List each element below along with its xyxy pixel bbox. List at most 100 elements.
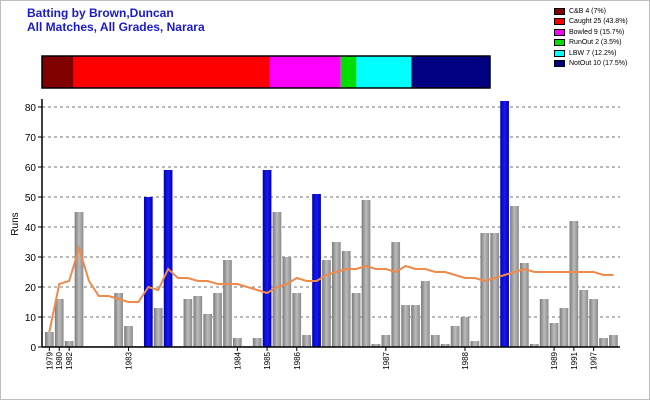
x-tick-label: 1983 xyxy=(125,351,134,369)
notout-bar xyxy=(163,170,173,347)
x-tick-label: 1980 xyxy=(55,351,64,369)
innings-bar xyxy=(302,335,312,347)
dismissal-segment xyxy=(73,56,270,88)
x-tick-label: 1987 xyxy=(382,351,391,369)
notout-bar xyxy=(262,170,272,347)
legend-item: NotOut 10 (17.5%) xyxy=(554,59,648,70)
notout-bar xyxy=(500,101,509,347)
dismissal-segment xyxy=(269,56,341,88)
dismissal-segment xyxy=(411,56,490,88)
innings-bar xyxy=(282,257,292,347)
notout-bar xyxy=(143,197,153,347)
average-line xyxy=(48,244,614,333)
legend-label: RunOut 2 (3.5%) xyxy=(569,39,622,47)
y-tick-label: 80 xyxy=(25,103,37,114)
legend-label: C&B 4 (7%) xyxy=(569,7,606,15)
chart-subtitle: All Matches, All Grades, Narara xyxy=(27,20,205,34)
innings-bar xyxy=(589,299,599,347)
innings-bar xyxy=(569,221,579,347)
innings-bar xyxy=(361,200,371,347)
y-tick-label: 30 xyxy=(25,253,37,264)
legend: C&B 4 (7%) Caught 25 (43.8%) Bowled 9 (15.… xyxy=(554,6,648,69)
x-tick-label: 1988 xyxy=(461,351,470,369)
y-tick-label: 50 xyxy=(25,193,37,204)
innings-bar xyxy=(480,233,490,347)
notout-bar xyxy=(312,194,321,347)
legend-label: NotOut 10 (17.5%) xyxy=(569,60,628,68)
innings-bar xyxy=(529,344,539,347)
innings-bar xyxy=(272,212,282,347)
innings-bar xyxy=(510,206,519,347)
dismissal-segment xyxy=(42,56,74,88)
innings-bar xyxy=(223,260,232,347)
innings-bar xyxy=(45,332,54,347)
legend-item: Caught 25 (43.8%) xyxy=(554,17,648,28)
innings-bar xyxy=(381,335,391,347)
innings-bar xyxy=(520,263,529,347)
dismissal-bar-outline xyxy=(41,55,491,89)
innings-bar xyxy=(341,251,351,347)
innings-bar xyxy=(559,308,569,347)
innings-bar xyxy=(183,299,193,347)
innings-bar xyxy=(401,305,410,347)
innings-bar xyxy=(579,290,589,347)
innings-bar xyxy=(371,344,381,347)
innings-bar xyxy=(54,299,64,347)
innings-bar xyxy=(124,326,133,347)
x-tick-label: 1989 xyxy=(550,351,559,369)
y-axis-label: Runs xyxy=(10,212,21,235)
legend-item: C&B 4 (7%) xyxy=(554,6,648,17)
legend-item: RunOut 2 (3.5%) xyxy=(554,38,648,49)
legend-item: Bowled 9 (15.7%) xyxy=(554,27,648,38)
dismissal-segment xyxy=(356,56,412,88)
innings-bar xyxy=(421,281,430,347)
innings-bar xyxy=(213,293,222,347)
innings-bar xyxy=(351,293,361,347)
y-tick-label: 20 xyxy=(25,283,37,294)
x-tick-label: 1984 xyxy=(233,351,242,369)
legend-label: Bowled 9 (15.7%) xyxy=(569,28,625,36)
innings-bar xyxy=(292,293,302,347)
legend-swatch xyxy=(554,60,565,68)
innings-bar xyxy=(114,293,123,347)
innings-bar xyxy=(490,233,500,347)
innings-bar xyxy=(153,308,163,347)
legend-swatch xyxy=(554,7,565,15)
innings-bar xyxy=(391,242,401,347)
innings-bar xyxy=(411,305,420,347)
legend-swatch xyxy=(554,39,565,47)
innings-bar xyxy=(193,296,203,347)
innings-bar xyxy=(74,212,84,347)
x-tick-label: 1982 xyxy=(65,351,74,369)
y-tick-label: 10 xyxy=(25,313,37,324)
chart-title: Batting by Brown,Duncan xyxy=(27,6,174,20)
innings-bar xyxy=(252,338,262,347)
legend-swatch xyxy=(554,28,565,36)
x-tick-label: 1985 xyxy=(263,351,272,369)
innings-bar xyxy=(549,323,559,347)
y-tick-label: 70 xyxy=(25,133,37,144)
innings-bar xyxy=(599,338,608,347)
innings-bar xyxy=(609,335,618,347)
y-tick-label: 0 xyxy=(30,343,36,354)
innings-bar xyxy=(440,344,450,347)
legend-swatch xyxy=(554,18,565,26)
legend-item: LBW 7 (12.2%) xyxy=(554,48,648,59)
innings-bar xyxy=(430,335,440,347)
y-tick-label: 60 xyxy=(25,163,37,174)
legend-label: LBW 7 (12.2%) xyxy=(569,49,617,57)
innings-bar xyxy=(64,341,74,347)
y-tick-label: 40 xyxy=(25,223,37,234)
legend-swatch xyxy=(554,49,565,57)
innings-bar xyxy=(450,326,460,347)
innings-bar xyxy=(460,317,470,347)
x-tick-label: 1979 xyxy=(45,351,54,369)
innings-bar xyxy=(233,338,242,347)
legend-label: Caught 25 (43.8%) xyxy=(569,18,628,26)
innings-bar xyxy=(332,242,341,347)
x-tick-label: 1997 xyxy=(590,351,599,369)
x-tick-label: 1986 xyxy=(293,351,302,369)
innings-bar xyxy=(322,260,331,347)
dismissal-segment xyxy=(340,56,357,88)
